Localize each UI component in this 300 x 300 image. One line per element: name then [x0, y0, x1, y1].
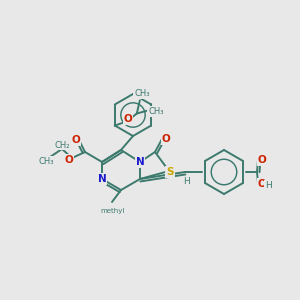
- Text: CH₂: CH₂: [54, 140, 70, 149]
- Text: S: S: [166, 167, 174, 177]
- Text: H: H: [184, 178, 190, 187]
- Text: CH₃: CH₃: [148, 107, 164, 116]
- Text: N: N: [98, 174, 106, 184]
- Text: N: N: [136, 157, 144, 167]
- Text: O: O: [258, 179, 266, 189]
- Text: CH₃: CH₃: [134, 89, 150, 98]
- Text: O: O: [162, 134, 170, 144]
- Text: O: O: [64, 155, 74, 165]
- Text: O: O: [123, 115, 132, 124]
- Text: methyl: methyl: [101, 208, 125, 214]
- Text: O: O: [258, 155, 266, 165]
- Text: H: H: [265, 181, 272, 190]
- Text: CH₃: CH₃: [38, 157, 54, 166]
- Text: O: O: [72, 135, 80, 145]
